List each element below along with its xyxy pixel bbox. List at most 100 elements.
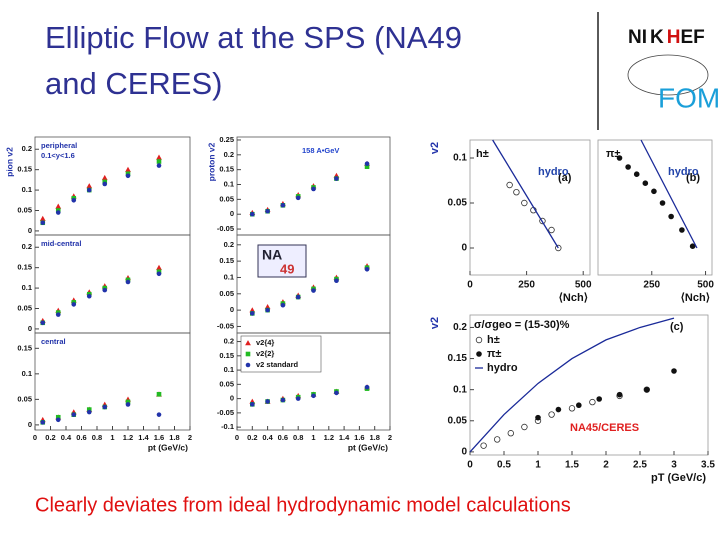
x-axis-label: ⟨Nch⟩	[681, 292, 710, 304]
marker	[156, 159, 162, 164]
x-axis-label: pT (GeV/c)	[651, 472, 706, 484]
marker	[101, 174, 108, 181]
y-tick-label: 0.15	[448, 353, 468, 364]
x-tick-label: 500	[697, 280, 714, 291]
x-tick-label: 0.6	[76, 433, 86, 442]
marker	[156, 271, 162, 277]
marker	[364, 384, 370, 390]
y-tick-label: 0.2	[224, 337, 234, 346]
marker	[156, 412, 162, 417]
legend-title: σ/σgeo = (15-30)%	[474, 319, 570, 331]
annotation: central	[41, 337, 66, 346]
legend-label: v2{2}	[256, 349, 274, 358]
x-tick-label: 0.8	[293, 433, 303, 442]
annotation: 0.1<y<1.6	[41, 151, 75, 160]
y-axis-label: proton v2	[206, 142, 216, 181]
marker	[40, 220, 46, 226]
y-tick-label: 0.1	[224, 365, 234, 374]
marker	[86, 407, 92, 412]
y-tick-label: 0.15	[219, 256, 234, 265]
marker	[679, 227, 685, 233]
marker	[521, 199, 528, 207]
marker	[334, 278, 339, 284]
annotation: hydro	[668, 166, 699, 178]
y-tick-label: 0.2	[22, 242, 32, 251]
y-tick-label: 0.1	[22, 369, 32, 378]
marker	[125, 399, 131, 405]
x-tick-label: 0	[467, 280, 473, 291]
marker	[102, 181, 108, 187]
y-axis-label: v2	[429, 317, 441, 329]
x-tick-label: 1.2	[123, 433, 133, 442]
logo-part: NI	[628, 27, 647, 48]
marker	[265, 399, 270, 404]
slide-title: Elliptic Flow at the SPS (NA49	[45, 20, 462, 55]
marker	[480, 442, 487, 449]
x-tick-label: 2	[188, 433, 192, 442]
x-tick-label: 2	[388, 433, 392, 442]
marker	[644, 386, 650, 393]
legend-swatch	[475, 336, 483, 344]
marker	[576, 402, 582, 409]
marker	[295, 195, 301, 201]
x-tick-label: 0.4	[262, 433, 273, 442]
annotation: mid-central	[41, 239, 81, 248]
x-tick-label: 0	[467, 460, 473, 471]
marker	[535, 414, 541, 421]
legend-box	[240, 335, 322, 373]
na49-logo	[257, 244, 307, 278]
y-axis-label: pion v2	[4, 147, 14, 177]
marker	[86, 293, 92, 299]
marker	[40, 420, 46, 425]
marker	[71, 412, 77, 417]
na49-logo-text: NA	[262, 247, 282, 263]
x-tick-label: 0	[33, 433, 37, 442]
marker	[280, 397, 286, 403]
marker	[55, 417, 61, 423]
x-tick-label: 250	[643, 280, 660, 291]
legend-label: π±	[487, 348, 501, 360]
x-tick-label: 0.5	[497, 460, 511, 471]
y-tick-label: 0.05	[448, 415, 468, 426]
y-tick-label: 0.1	[453, 384, 467, 395]
marker	[568, 405, 576, 412]
y-tick-label: 0.05	[219, 194, 234, 203]
y-tick-label: 0	[230, 209, 234, 218]
x-tick-label: 1	[110, 433, 114, 442]
y-tick-label: 0.05	[17, 394, 32, 403]
marker	[364, 161, 370, 167]
marker	[265, 208, 270, 214]
logo-fom: FOM	[658, 82, 720, 113]
y-tick-label: 0.2	[22, 144, 32, 153]
marker	[156, 264, 162, 270]
y-tick-label: 0.05	[219, 379, 234, 388]
marker	[651, 188, 657, 195]
y-tick-label: -0.1	[221, 422, 234, 431]
annotation: π±	[606, 148, 620, 160]
marker	[125, 402, 131, 407]
x-tick-label: 0.6	[278, 433, 288, 442]
marker	[55, 210, 61, 215]
model-line	[469, 317, 675, 453]
marker	[102, 404, 108, 410]
y-tick-label: 0	[28, 324, 32, 333]
y-tick-label: 0.1	[22, 283, 32, 292]
marker	[659, 200, 666, 206]
y-tick-label: 0	[28, 420, 32, 429]
x-tick-label: 250	[518, 280, 535, 291]
y-tick-label: 0.15	[17, 343, 32, 352]
logo-orbit	[627, 54, 709, 96]
y-tick-label: 0.2	[224, 240, 234, 249]
marker	[616, 391, 623, 398]
x-tick-label: 1.4	[138, 433, 149, 442]
x-axis-label: ⟨Nch⟩	[559, 292, 588, 304]
x-tick-label: 2.5	[633, 460, 647, 471]
x-tick-label: 1.4	[339, 433, 350, 442]
y-tick-label: 0.1	[22, 185, 32, 194]
marker	[280, 302, 286, 308]
x-tick-label: 0.4	[61, 433, 72, 442]
y-tick-label: 0.05	[17, 303, 32, 312]
legend-swatch	[476, 351, 482, 357]
